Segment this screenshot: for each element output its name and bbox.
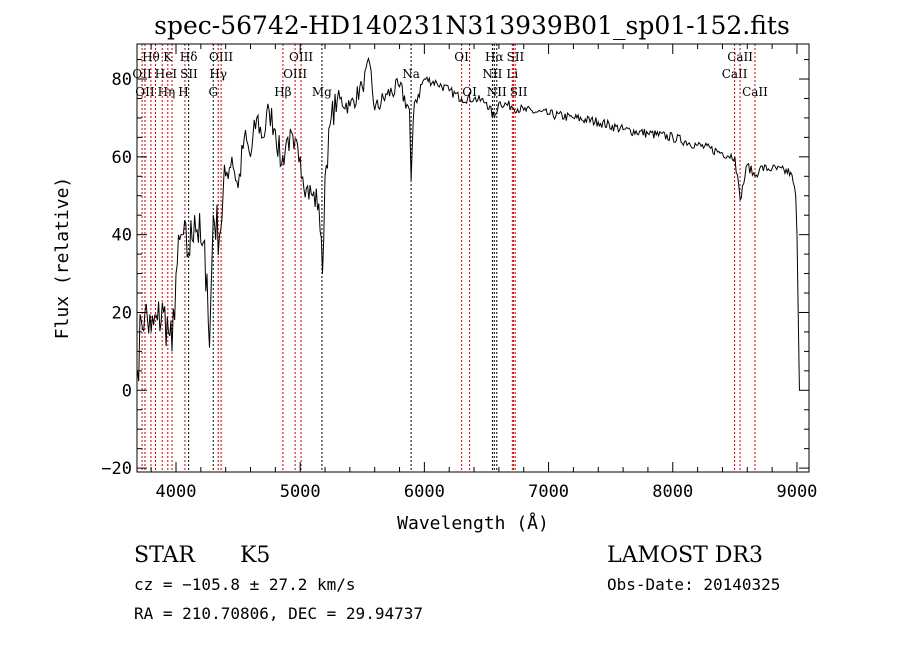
line-label-8: Hδ — [180, 50, 198, 64]
x-axis-label: Wavelength (Å) — [397, 512, 549, 534]
line-label-1: OII — [135, 85, 155, 99]
line-label-3: Hη — [158, 85, 176, 99]
y-tick-label: 60 — [112, 148, 132, 168]
line-label-9: G — [209, 85, 219, 99]
x-tick-label: 7000 — [528, 482, 569, 502]
object-subclass: K5 — [240, 543, 270, 568]
line-label-25: CaII — [722, 67, 748, 81]
line-label-13: OIII — [283, 67, 307, 81]
y-tick-label: 20 — [112, 303, 132, 323]
y-tick-label: 40 — [112, 226, 132, 246]
line-label-5: K — [163, 50, 173, 64]
line-label-11: OIII — [209, 50, 233, 64]
line-label-24: SII — [510, 85, 528, 99]
line-label-21: NII — [487, 85, 507, 99]
line-label-18: OI — [462, 85, 477, 99]
line-label-20: Hα — [485, 50, 504, 64]
x-tick-label: 8000 — [652, 482, 693, 502]
y-tick-label: 80 — [112, 70, 132, 90]
line-label-26: CaII — [727, 50, 753, 64]
line-label-19: NII — [482, 67, 502, 81]
ra-dec: RA = 210.70806, DEC = 29.94737 — [134, 604, 423, 623]
x-tick-label: 9000 — [776, 482, 817, 502]
line-label-27: CaII — [742, 85, 768, 99]
spectrum-line — [137, 56, 800, 391]
plot-frame — [136, 43, 810, 473]
line-label-10: Hγ — [209, 67, 227, 81]
y-tick-label: 0 — [122, 381, 132, 401]
line-markers: OIIOIIHθHηHeIKHSIIHδGHγOIIIHβOIIIOIIIMgN… — [132, 44, 768, 472]
x-tick-label: 4000 — [156, 482, 197, 502]
line-label-16: Na — [402, 67, 420, 81]
object-class: STAR — [134, 543, 196, 568]
line-label-4: HeI — [155, 67, 178, 81]
chart-title: spec-56742-HD140231N313939B01_sp01-152.f… — [154, 11, 790, 40]
line-label-17: OI — [454, 50, 469, 64]
x-tick-label: 5000 — [280, 482, 321, 502]
x-tick-label: 6000 — [404, 482, 445, 502]
survey-name: LAMOST DR3 — [607, 543, 763, 568]
y-tick-label: −20 — [101, 459, 132, 479]
line-label-6: H — [178, 85, 188, 99]
axes: 4000 5000 6000 7000 8000 9000 −20 0 20 40 60 80 — [101, 44, 817, 502]
line-label-22: Li — [506, 67, 518, 81]
line-label-2: Hθ — [142, 50, 160, 64]
line-label-12: Hβ — [274, 85, 291, 99]
line-label-15: Mg — [312, 85, 332, 99]
line-label-14: OIII — [289, 50, 313, 64]
redshift-cz: cz = −105.8 ± 27.2 km/s — [134, 575, 356, 594]
spectrum-series — [137, 56, 800, 391]
obs-date: Obs-Date: 20140325 — [607, 575, 780, 594]
y-axis-label: Flux (relative) — [52, 177, 73, 340]
